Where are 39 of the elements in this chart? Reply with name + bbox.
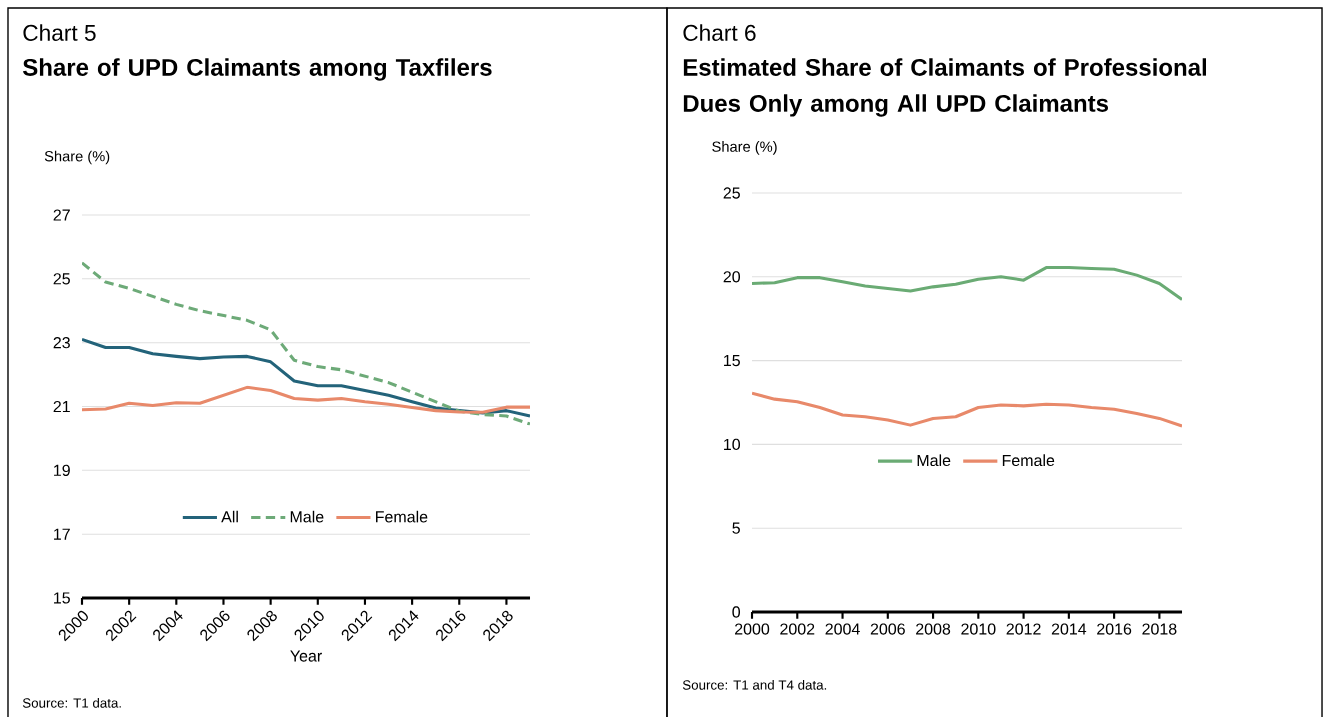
y-tick-label: 15	[54, 592, 70, 604]
x-tick-label: 2000	[735, 623, 770, 635]
y-tick-label: 25	[53, 273, 70, 285]
source-note: Source: T1 data.	[22, 697, 121, 708]
legend-label: All	[221, 510, 238, 523]
line-series	[752, 266, 1183, 301]
legend-label: Male	[917, 454, 951, 467]
y-tick-label: 25	[723, 187, 740, 199]
y-tick-label: 23	[53, 337, 70, 349]
chart-title: Share of UPD Claimants among Taxfilers	[22, 58, 492, 81]
y-axis-title: Share (%)	[44, 150, 110, 165]
y-tick-label: 5	[732, 522, 740, 534]
line-series	[752, 391, 1183, 428]
chart-title: Estimated Share of Claimants of Professional Dues Only among All UPD Claimants	[683, 58, 1207, 117]
x-tick-label: 2018	[1142, 623, 1177, 635]
x-tick-label: 2004	[825, 623, 860, 635]
source-note: Source: T1 and T4 data.	[682, 679, 827, 690]
y-tick-label: 20	[723, 271, 741, 283]
y-tick-label: 17	[54, 528, 70, 540]
legend-label: Female	[1002, 454, 1055, 467]
x-tick-label: 2008	[916, 623, 951, 635]
y-tick-label: 0	[732, 606, 741, 618]
y-tick-label: 15	[724, 355, 740, 367]
chart-subtitle: Chart 5	[23, 24, 96, 41]
x-tick-label: 2016	[1097, 623, 1132, 635]
x-tick-label: 2012	[1006, 623, 1041, 635]
x-tick-label: 2010	[961, 623, 996, 635]
y-tick-label: 19	[54, 464, 70, 476]
chart-subtitle: Chart 6	[683, 24, 756, 41]
y-tick-label: 27	[53, 209, 70, 221]
legend-label: Male	[290, 510, 324, 523]
x-tick-label: 2006	[870, 623, 905, 635]
y-tick-label: 10	[724, 438, 741, 451]
x-tick-label: 2002	[780, 623, 815, 635]
y-tick-label: 21	[53, 400, 70, 413]
y-axis-title: Share (%)	[712, 141, 777, 155]
x-axis-title: Year	[290, 650, 322, 662]
legend-label: Female	[376, 510, 428, 523]
x-tick-label: 2014	[1051, 623, 1087, 635]
